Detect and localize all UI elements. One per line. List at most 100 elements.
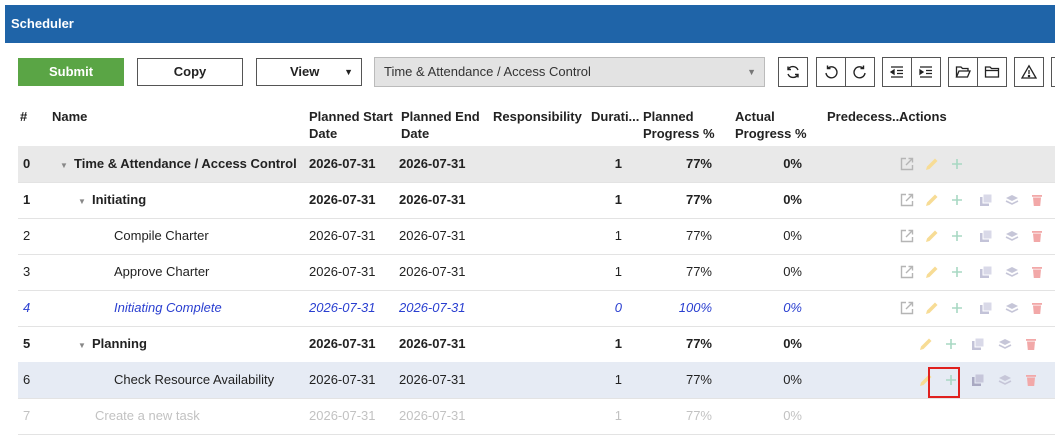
planned-start[interactable]: 2026-07-31 xyxy=(309,228,376,243)
submit-button[interactable]: Submit xyxy=(18,58,124,86)
layers-icon[interactable] xyxy=(1004,264,1020,280)
duration[interactable]: 1 xyxy=(614,156,622,171)
col-name-header[interactable]: Name xyxy=(52,109,88,124)
col-predecessors-header[interactable]: Predecess... xyxy=(827,109,903,124)
duplicate-icon[interactable] xyxy=(978,192,994,208)
edit-pencil-icon[interactable] xyxy=(924,192,940,208)
task-name-cell[interactable]: ▼ Planning xyxy=(78,326,147,364)
layers-icon[interactable] xyxy=(997,336,1013,352)
duplicate-icon[interactable] xyxy=(978,300,994,316)
task-name[interactable]: Compile Charter xyxy=(114,228,209,243)
col-duration-header[interactable]: Durati... xyxy=(591,109,640,124)
collapse-toggle-icon[interactable]: ▼ xyxy=(78,197,86,206)
duplicate-icon[interactable] xyxy=(978,228,994,244)
delete-trash-icon[interactable] xyxy=(1029,300,1045,316)
warning-button[interactable] xyxy=(1014,57,1044,87)
indent-button[interactable] xyxy=(911,57,941,87)
delete-trash-icon[interactable] xyxy=(1029,228,1045,244)
planned-start[interactable]: 2026-07-31 xyxy=(309,264,376,279)
planned-start[interactable]: 2026-07-31 xyxy=(309,300,376,315)
highlight-box xyxy=(928,367,960,398)
task-name-cell[interactable]: ▼ Initiating xyxy=(78,182,146,220)
planned-end[interactable]: 2026-07-31 xyxy=(399,156,466,171)
collapse-toggle-icon[interactable]: ▼ xyxy=(60,161,68,170)
overflow-button[interactable] xyxy=(1051,57,1055,87)
table-row[interactable]: 4 Initiating Complete 2026-07-31 2026-07… xyxy=(18,290,1055,327)
duplicate-icon[interactable] xyxy=(970,336,986,352)
edit-pencil-icon[interactable] xyxy=(924,264,940,280)
collapse-toggle-icon[interactable]: ▼ xyxy=(78,341,86,350)
planned-end[interactable]: 2026-07-31 xyxy=(399,228,466,243)
duplicate-icon[interactable] xyxy=(970,372,986,388)
edit-pencil-icon[interactable] xyxy=(924,228,940,244)
new-task-input[interactable]: Create a new task xyxy=(95,408,200,423)
delete-trash-icon[interactable] xyxy=(1029,264,1045,280)
project-select[interactable]: Time & Attendance / Access Control ▼ xyxy=(374,57,765,87)
duration[interactable]: 1 xyxy=(614,372,622,387)
planned-end[interactable]: 2026-07-31 xyxy=(399,300,466,315)
col-actual-header[interactable]: Actual Progress % xyxy=(735,108,807,142)
duration[interactable]: 1 xyxy=(614,228,622,243)
duration[interactable]: 1 xyxy=(614,336,622,351)
planned-start[interactable]: 2026-07-31 xyxy=(309,336,376,351)
row-number: 1 xyxy=(23,192,31,207)
delete-trash-icon[interactable] xyxy=(1029,192,1045,208)
add-plus-icon[interactable] xyxy=(949,192,965,208)
duration[interactable]: 1 xyxy=(614,192,622,207)
undo-button[interactable] xyxy=(816,57,846,87)
task-name[interactable]: Approve Charter xyxy=(114,264,210,279)
edit-pencil-icon[interactable] xyxy=(924,156,940,172)
layers-icon[interactable] xyxy=(1004,192,1020,208)
table-row[interactable]: 7 Create a new task 2026-07-31 2026-07-3… xyxy=(18,398,1055,435)
view-dropdown[interactable]: View ▼ xyxy=(256,58,362,86)
layers-icon[interactable] xyxy=(1004,300,1020,316)
col-planned-header[interactable]: Planned Progress % xyxy=(643,108,715,142)
col-end-header[interactable]: Planned End Date xyxy=(401,108,480,142)
task-name[interactable]: Initiating Complete xyxy=(114,300,222,315)
table-row[interactable]: 1 ▼ Initiating 2026-07-31 2026-07-31 1 77… xyxy=(18,182,1055,219)
table-row[interactable]: 5 ▼ Planning 2026-07-31 2026-07-31 1 77% … xyxy=(18,326,1055,363)
task-name[interactable]: Check Resource Availability xyxy=(114,372,275,387)
table-row[interactable]: 2 Compile Charter 2026-07-31 2026-07-31 … xyxy=(18,218,1055,255)
layers-icon[interactable] xyxy=(1004,228,1020,244)
duration[interactable]: 1 xyxy=(614,264,622,279)
open-link-icon[interactable] xyxy=(899,300,915,316)
folder-button[interactable] xyxy=(977,57,1007,87)
duration[interactable]: 0 xyxy=(614,300,622,315)
table-row[interactable]: 0 ▼ Time & Attendance / Access Control 20… xyxy=(18,146,1055,183)
planned-end[interactable]: 2026-07-31 xyxy=(399,264,466,279)
redo-button[interactable] xyxy=(845,57,875,87)
add-plus-icon[interactable] xyxy=(949,156,965,172)
add-plus-icon[interactable] xyxy=(949,300,965,316)
duplicate-icon[interactable] xyxy=(978,264,994,280)
delete-trash-icon[interactable] xyxy=(1023,372,1039,388)
layers-icon[interactable] xyxy=(997,372,1013,388)
refresh-button[interactable] xyxy=(778,57,808,87)
table-row[interactable]: 3 Approve Charter 2026-07-31 2026-07-31 … xyxy=(18,254,1055,291)
planned-start[interactable]: 2026-07-31 xyxy=(309,192,376,207)
edit-pencil-icon[interactable] xyxy=(924,300,940,316)
planned-end[interactable]: 2026-07-31 xyxy=(399,192,466,207)
open-link-icon[interactable] xyxy=(899,264,915,280)
table-row[interactable]: 6 Check Resource Availability 2026-07-31… xyxy=(18,362,1055,399)
add-plus-icon[interactable] xyxy=(949,264,965,280)
planned-start[interactable]: 2026-07-31 xyxy=(309,372,376,387)
copy-button[interactable]: Copy xyxy=(137,58,243,86)
open-link-icon[interactable] xyxy=(899,156,915,172)
add-plus-icon[interactable] xyxy=(943,372,959,388)
planned-end[interactable]: 2026-07-31 xyxy=(399,336,466,351)
outdent-button[interactable] xyxy=(882,57,912,87)
open-folder-button[interactable] xyxy=(948,57,978,87)
add-plus-icon[interactable] xyxy=(949,228,965,244)
col-responsibility-header[interactable]: Responsibility xyxy=(493,109,582,124)
planned-end[interactable]: 2026-07-31 xyxy=(399,372,466,387)
open-link-icon[interactable] xyxy=(899,192,915,208)
add-plus-icon[interactable] xyxy=(943,336,959,352)
delete-trash-icon[interactable] xyxy=(1023,336,1039,352)
open-link-icon[interactable] xyxy=(899,228,915,244)
task-name-cell[interactable]: ▼ Time & Attendance / Access Control xyxy=(60,146,297,184)
col-start-header[interactable]: Planned Start Date xyxy=(309,108,393,142)
planned-start[interactable]: 2026-07-31 xyxy=(309,156,376,171)
col-actual-header-line1: Actual xyxy=(735,109,775,124)
edit-pencil-icon[interactable] xyxy=(918,336,934,352)
